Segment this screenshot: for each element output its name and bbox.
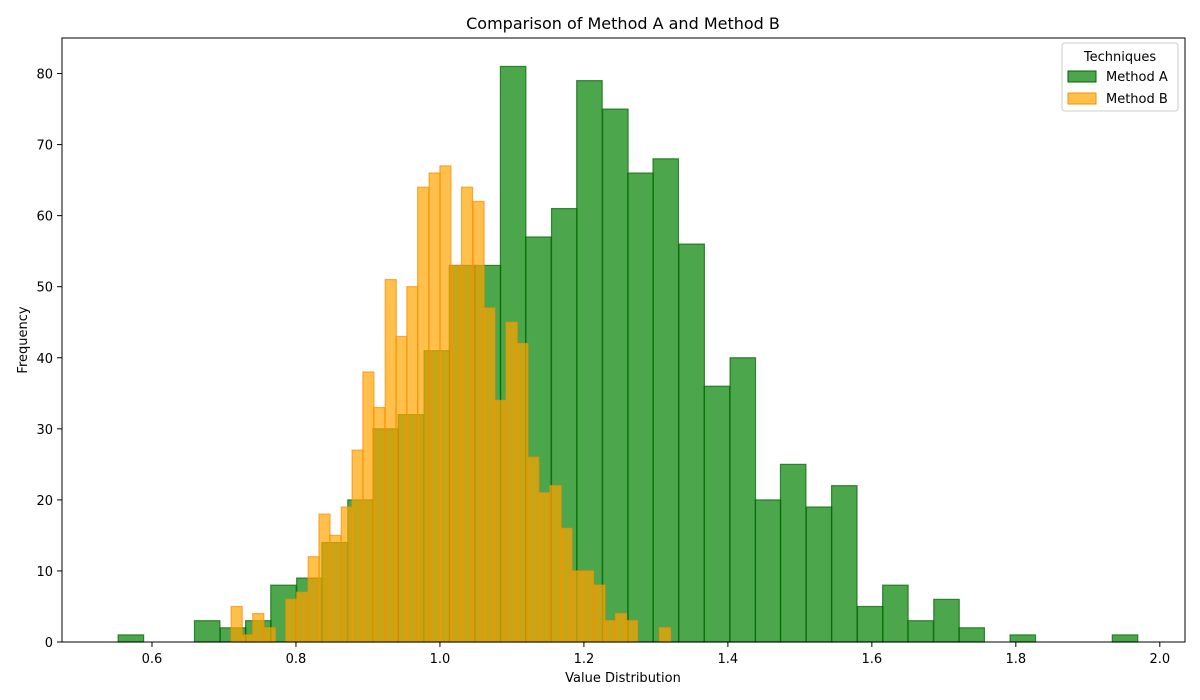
bar-method-b-23 <box>483 307 496 643</box>
legend-title: Techniques <box>1083 50 1156 65</box>
bar-method-b-14 <box>384 279 397 643</box>
y-axis-label: Frequency <box>16 306 31 373</box>
plot-frame <box>61 37 1186 643</box>
bar-method-b-34 <box>604 620 617 643</box>
bar-method-a-32 <box>933 598 960 643</box>
legend-label-method-a: Method A <box>1106 70 1168 85</box>
x-tick-label-4: 1.4 <box>718 652 739 667</box>
legend: Techniques Method A Method B <box>1061 42 1179 112</box>
y-tick-label-6: 60 <box>36 210 53 225</box>
bar-method-a-28 <box>830 485 858 643</box>
bar-method-a-27 <box>805 506 833 643</box>
bar-method-a-24 <box>729 357 757 643</box>
x-tick-label-2: 1.0 <box>430 652 451 667</box>
x-tick-label-5: 1.6 <box>862 652 883 667</box>
bar-method-b-10 <box>340 506 353 643</box>
bar-method-a-19 <box>602 108 629 643</box>
bar-method-a-3 <box>193 620 221 643</box>
bar-method-b-36 <box>625 620 638 643</box>
x-tick-label-7: 2.0 <box>1149 652 1170 667</box>
bar-method-b-1 <box>241 634 254 643</box>
y-tick-label-7: 70 <box>36 139 53 154</box>
bar-method-b-0 <box>230 605 243 643</box>
bar-method-b-2 <box>252 612 265 643</box>
x-tick-label-1: 0.8 <box>286 652 307 667</box>
bar-method-a-31 <box>907 620 934 643</box>
bar-method-b-12 <box>362 371 375 643</box>
bar-method-a-30 <box>882 584 909 643</box>
y-tick-label-0: 0 <box>45 636 53 651</box>
bar-method-b-20 <box>450 264 463 643</box>
bar-method-b-30 <box>560 527 573 643</box>
bar-method-b-11 <box>351 449 364 643</box>
bar-method-b-33 <box>593 584 606 643</box>
bar-method-a-26 <box>779 463 807 643</box>
bar-method-a-39 <box>1111 634 1139 643</box>
y-axis: 0 10 20 30 40 50 60 70 80 <box>36 68 62 651</box>
x-tick-label-0: 0.6 <box>142 652 163 667</box>
bar-method-a-23 <box>703 385 731 643</box>
bar-method-b-15 <box>395 335 408 643</box>
bar-method-b-27 <box>527 456 540 643</box>
x-axis-label: Value Distribution <box>565 671 681 686</box>
y-tick-label-3: 30 <box>36 423 53 438</box>
y-tick-label-4: 40 <box>36 352 53 367</box>
bar-method-b-31 <box>571 570 584 643</box>
bar-method-a-21 <box>652 158 680 643</box>
bar-method-b-35 <box>614 612 628 643</box>
bar-method-b-21 <box>460 186 474 643</box>
bar-method-a-22 <box>678 243 706 643</box>
y-tick-label-2: 20 <box>36 494 53 509</box>
y-tick-label-5: 50 <box>36 281 53 296</box>
plot-area <box>117 65 1139 643</box>
y-tick-label-8: 80 <box>36 68 53 83</box>
bar-method-b-6 <box>296 591 309 643</box>
bar-method-b-22 <box>472 200 485 643</box>
bar-method-a-25 <box>754 499 782 643</box>
legend-swatch-method-a <box>1067 70 1097 83</box>
legend-label-method-b: Method B <box>1106 92 1168 107</box>
bar-method-b-16 <box>406 286 419 643</box>
bar-method-b-29 <box>549 485 562 643</box>
bar-method-a-18 <box>576 80 603 643</box>
bar-method-b-28 <box>537 492 551 643</box>
bar-method-b-25 <box>505 321 518 643</box>
x-tick-label-3: 1.2 <box>574 652 595 667</box>
bar-method-b-24 <box>494 399 507 643</box>
bar-method-b-8 <box>318 513 331 643</box>
y-tick-label-1: 10 <box>36 565 53 580</box>
legend-swatch-method-b <box>1067 92 1097 105</box>
bar-method-b-7 <box>307 556 320 643</box>
bar-method-a-35 <box>1009 634 1037 643</box>
bar-method-b-39 <box>658 627 672 643</box>
x-tick-label-6: 1.8 <box>1005 652 1026 667</box>
bar-method-b-13 <box>373 406 386 643</box>
bar-method-a-29 <box>856 605 884 643</box>
bar-method-a-20 <box>627 172 654 643</box>
bar-method-b-17 <box>417 186 430 643</box>
chart-title: Comparison of Method A and Method B <box>466 14 780 33</box>
bar-method-b-19 <box>439 165 452 643</box>
bar-method-a-0 <box>117 634 145 643</box>
bar-method-a-33 <box>958 627 986 643</box>
bar-method-b-9 <box>329 534 342 643</box>
bar-method-b-3 <box>263 627 276 643</box>
bar-method-b-32 <box>581 570 595 643</box>
x-axis: 0.6 0.8 1.0 1.2 1.4 1.6 1.8 2.0 <box>142 642 1170 667</box>
bar-method-b-18 <box>428 172 441 643</box>
bar-method-b-26 <box>516 342 529 643</box>
bar-method-b-5 <box>285 598 298 643</box>
